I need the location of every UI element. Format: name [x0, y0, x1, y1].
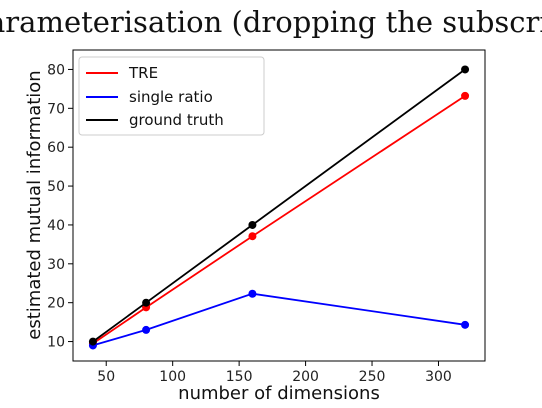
- series-line-tre: [92, 95, 466, 345]
- y-tick-label: 70: [47, 101, 65, 117]
- data-point-ground-truth: [88, 337, 97, 346]
- axes-frame: [72, 49, 486, 362]
- y-axis-label: estimated mutual information: [24, 70, 45, 339]
- data-point-ground-truth: [248, 220, 257, 229]
- y-tick-label: 30: [47, 257, 65, 273]
- x-tick-label: 150: [226, 369, 253, 385]
- y-tick-label: 60: [47, 140, 65, 156]
- plot-layer: [88, 65, 470, 350]
- data-point-ground-truth: [142, 298, 151, 307]
- legend-box: [78, 56, 265, 136]
- caption-text: arameterisation (dropping the subscript …: [0, 5, 542, 39]
- y-tick-label: 20: [47, 296, 65, 312]
- y-tick-label: 50: [47, 179, 65, 195]
- legend-label-single-ratio: single ratio: [129, 88, 213, 106]
- x-tick-label: 300: [425, 369, 452, 385]
- data-point-ground-truth: [461, 65, 470, 74]
- x-tick-label: 250: [359, 369, 386, 385]
- series-line-single-ratio: [92, 292, 466, 347]
- y-tick-label: 10: [47, 335, 65, 351]
- series-ground-truth: [88, 65, 470, 346]
- x-tick-label: 200: [292, 369, 319, 385]
- y-tick-label: 40: [47, 218, 65, 234]
- x-axis-label: number of dimensions: [178, 383, 380, 404]
- x-tick-label: 50: [97, 369, 115, 385]
- data-point-single-ratio: [248, 289, 257, 298]
- data-point-single-ratio: [142, 325, 151, 334]
- data-point-single-ratio: [461, 320, 470, 329]
- data-point-tre: [248, 232, 257, 241]
- x-tick-label: 100: [159, 369, 186, 385]
- y-tick-label: 80: [47, 62, 65, 78]
- legend-label-ground-truth: ground truth: [129, 111, 224, 129]
- data-point-tre: [461, 91, 470, 100]
- series-line-ground-truth: [92, 68, 466, 343]
- legend-label-tre: TRE: [128, 64, 158, 82]
- ticks-layer: 50 100 150 200 250 300 10 20 30 40 50 60 70 80: [47, 62, 452, 385]
- legend: TRE single ratio ground truth: [78, 56, 265, 136]
